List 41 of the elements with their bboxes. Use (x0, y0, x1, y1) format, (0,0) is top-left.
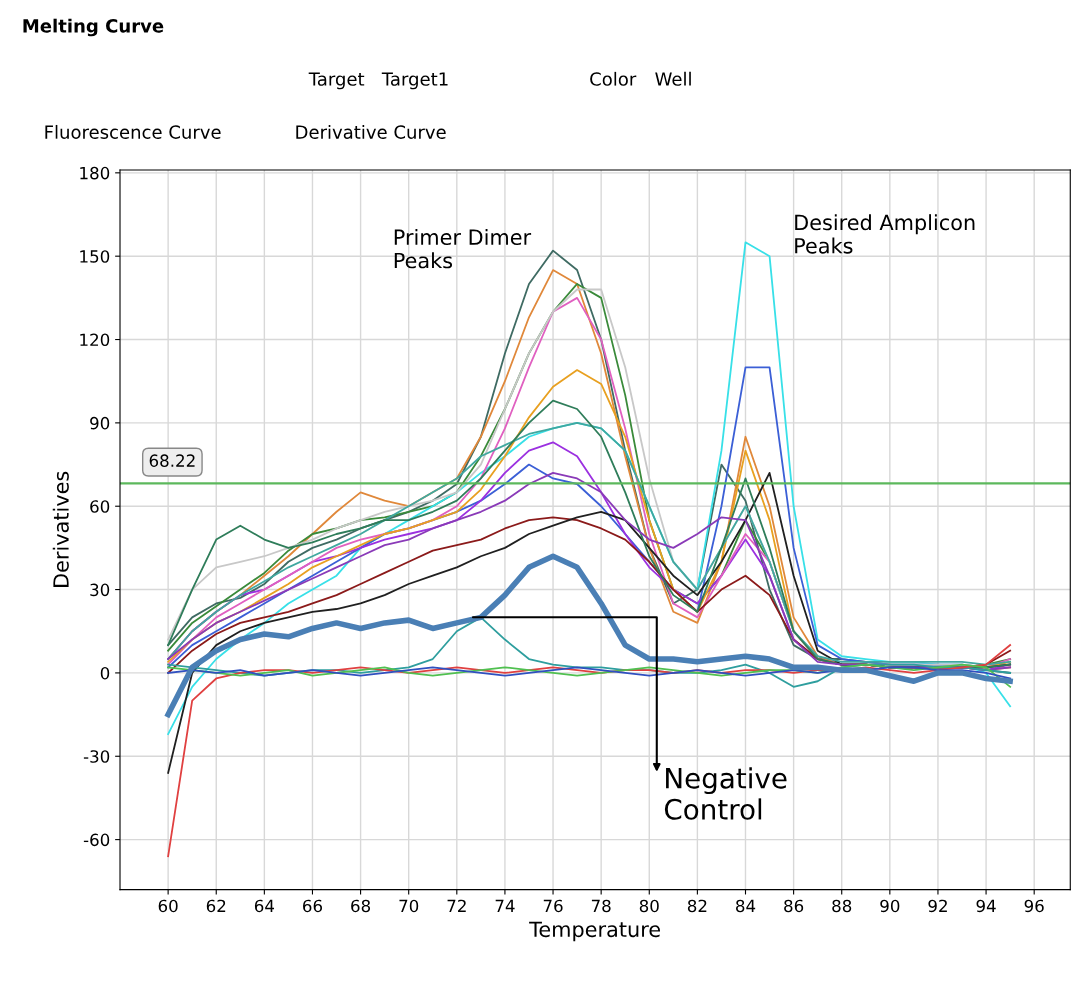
annotation: Desired Amplicon Peaks (795, 214, 975, 254)
text: Well (655, 71, 691, 86)
y-tick-label: 180 (80, 166, 110, 180)
y-tick-label: -60 (83, 833, 110, 847)
x-tick-label: 92 (928, 899, 947, 913)
annotation: Primer Dimer Peaks (394, 228, 532, 269)
x-tick-label: 96 (1024, 899, 1044, 913)
x-tick-label: 78 (591, 899, 611, 913)
x-tick-label: 72 (447, 899, 466, 912)
y-tick-label: 150 (80, 250, 110, 263)
x-tick-label: 60 (158, 899, 178, 913)
x-tick-label: 76 (543, 899, 563, 913)
y-tick-label: -30 (83, 750, 110, 763)
x-tick-label: 88 (832, 899, 852, 913)
x-tick-label: 80 (639, 899, 659, 913)
x-tick-label: 70 (399, 899, 419, 913)
y-tick-label: 120 (80, 333, 110, 347)
x-tick-label: 90 (880, 899, 900, 913)
annotation: Negative Control (664, 767, 787, 820)
x-tick-label: 62 (206, 899, 226, 913)
y-axis-title: Derivatives (52, 471, 69, 587)
y-tick-label: 0 (100, 666, 110, 680)
text: Target (308, 72, 365, 90)
ref-line-label: 68.22 (149, 454, 195, 467)
text: Target1 (381, 72, 448, 90)
x-tick-label: 66 (303, 899, 323, 913)
y-tick-label: 90 (90, 416, 110, 430)
x-axis-title: Temperature (529, 921, 661, 942)
x-tick-label: 84 (736, 899, 756, 913)
text: Derivative Curve (296, 124, 446, 139)
y-tick-label: 30 (90, 583, 110, 597)
x-tick-label: 82 (687, 899, 707, 913)
text: Fluorescence Curve (45, 124, 221, 139)
x-tick-label: 74 (495, 899, 515, 912)
x-tick-label: 64 (254, 899, 275, 913)
x-tick-label: 68 (351, 899, 371, 913)
text: Color (590, 71, 637, 86)
y-tick-label: 60 (90, 500, 110, 513)
x-tick-label: 86 (784, 899, 804, 913)
x-tick-label: 94 (976, 899, 996, 913)
chart-title: Melting Curve (23, 18, 164, 37)
